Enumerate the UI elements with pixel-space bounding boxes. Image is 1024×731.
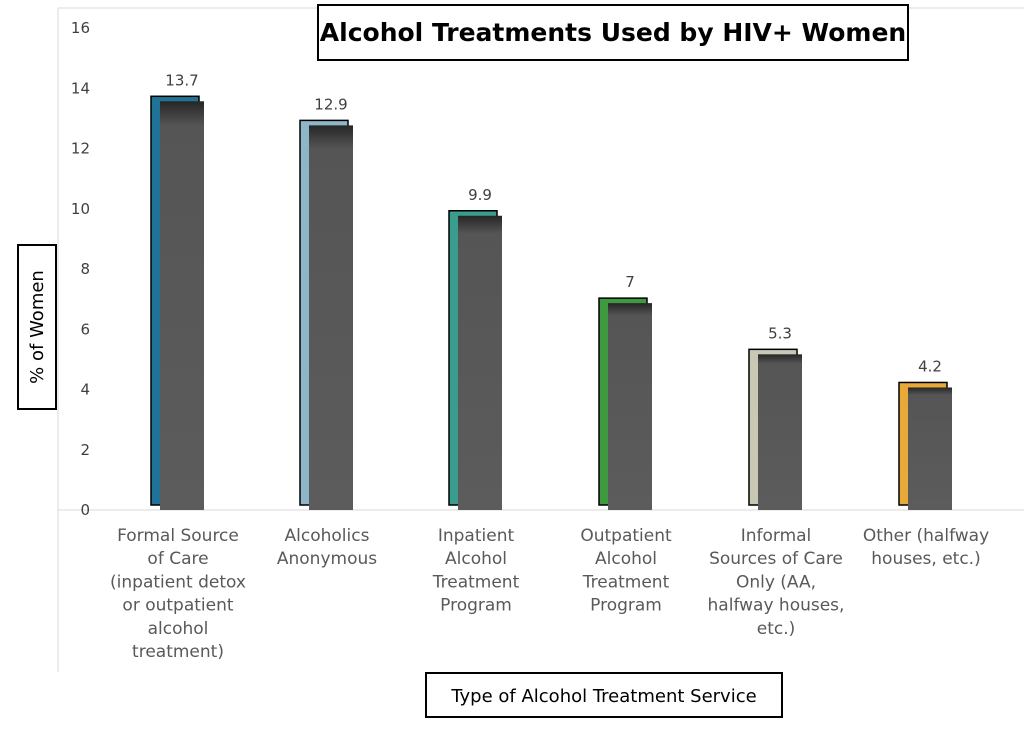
data-label: 4.2 xyxy=(918,357,942,375)
data-label: 13.7 xyxy=(165,71,198,89)
data-label: 7 xyxy=(625,273,635,291)
x-axis-label-box: Type of Alcohol Treatment Service xyxy=(425,672,783,718)
chart-title-box: Alcohol Treatments Used by HIV+ Women xyxy=(317,4,909,61)
category-label-line: treatment) xyxy=(132,642,224,662)
bar-fill xyxy=(758,354,802,510)
bar xyxy=(748,348,802,510)
data-label: 12.9 xyxy=(314,95,347,113)
y-tick-label: 6 xyxy=(80,320,90,338)
category-label-line: Alcohol xyxy=(445,549,507,569)
bar xyxy=(898,381,952,510)
category-label-line: Informal xyxy=(741,526,812,546)
category-label-line: Anonymous xyxy=(277,549,377,569)
bar xyxy=(598,297,652,510)
category-label-line: houses, etc.) xyxy=(871,549,980,569)
category-label-line: Treatment xyxy=(432,572,520,592)
y-tick-label: 10 xyxy=(71,200,90,218)
category-label-line: halfway houses, xyxy=(708,596,845,616)
y-tick-label: 12 xyxy=(71,140,90,158)
bar xyxy=(448,210,502,510)
y-axis-ticks: 0 2 4 6 8 10 12 14 16 xyxy=(71,19,90,519)
y-tick-label: 14 xyxy=(71,79,90,97)
category-label-line: of Care xyxy=(147,549,208,569)
y-tick-label: 2 xyxy=(80,441,90,459)
y-tick-label: 8 xyxy=(80,260,90,278)
category-label-line: Only (AA, xyxy=(736,572,816,592)
y-axis-label-box: % of Women xyxy=(17,244,57,410)
data-labels: 13.7 12.9 9.9 7 5.3 4.2 xyxy=(165,71,942,375)
bar-fill xyxy=(160,101,204,510)
category-label-line: alcohol xyxy=(148,619,209,639)
bar-fill xyxy=(458,215,502,510)
bar xyxy=(299,119,353,510)
bar-fill xyxy=(309,125,353,510)
data-label: 9.9 xyxy=(468,186,492,204)
bar-fill xyxy=(908,387,952,510)
category-label-line: Formal Source xyxy=(117,526,239,546)
chart-title: Alcohol Treatments Used by HIV+ Women xyxy=(320,18,906,47)
category-label-line: Outpatient xyxy=(580,526,672,546)
y-tick-label: 0 xyxy=(80,501,90,519)
category-label-line: Other (halfway xyxy=(863,526,989,546)
y-tick-label: 4 xyxy=(80,381,90,399)
y-axis-label: % of Women xyxy=(27,270,48,384)
category-label-line: or outpatient xyxy=(122,596,233,616)
x-axis-label: Type of Alcohol Treatment Service xyxy=(450,686,756,707)
category-label-line: Alcohol xyxy=(595,549,657,569)
category-label-line: Treatment xyxy=(582,572,670,592)
bars xyxy=(150,95,952,510)
category-label-line: etc.) xyxy=(757,619,796,639)
data-label: 5.3 xyxy=(768,324,792,342)
category-label-line: Inpatient xyxy=(438,526,515,546)
bar xyxy=(150,95,204,510)
category-label-line: Sources of Care xyxy=(709,549,843,569)
bar-fill xyxy=(608,303,652,510)
category-label-line: Program xyxy=(440,596,512,616)
category-labels: Formal Source of Care (inpatient detox or o… xyxy=(110,526,989,662)
category-label-line: Program xyxy=(590,596,662,616)
category-label-line: Alcoholics xyxy=(285,526,370,546)
y-tick-label: 16 xyxy=(71,19,90,37)
category-label-line: (inpatient detox xyxy=(110,572,246,592)
